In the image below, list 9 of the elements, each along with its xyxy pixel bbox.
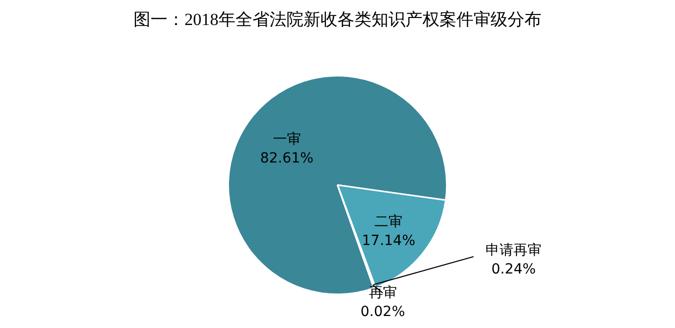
data-label: 17.14%: [362, 233, 416, 250]
slice-label: 申请再审: [486, 242, 542, 259]
slice-label: 再审: [368, 284, 397, 301]
slice-label: 二审: [374, 214, 403, 230]
data-label: 82.61%: [260, 150, 314, 166]
chart-title: 图一：2018年全省法院新收各类知识产权案件审级分布: [132, 9, 542, 31]
data-label: 0.02%: [360, 304, 406, 320]
slice-label: 一审: [272, 131, 301, 148]
data-label: 0.24%: [491, 262, 536, 278]
